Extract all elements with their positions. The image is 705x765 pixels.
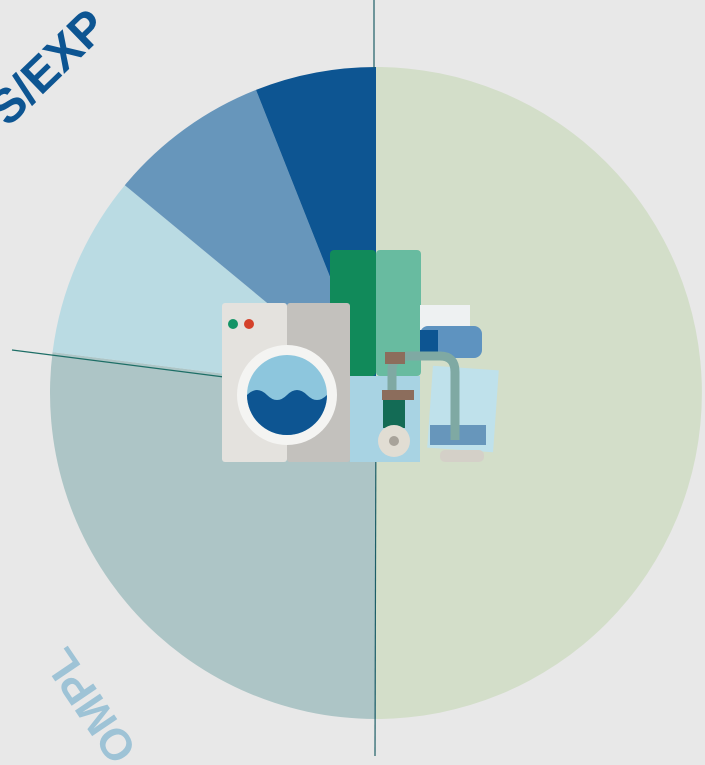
chart: S/EXP OMPL	[0, 0, 705, 765]
